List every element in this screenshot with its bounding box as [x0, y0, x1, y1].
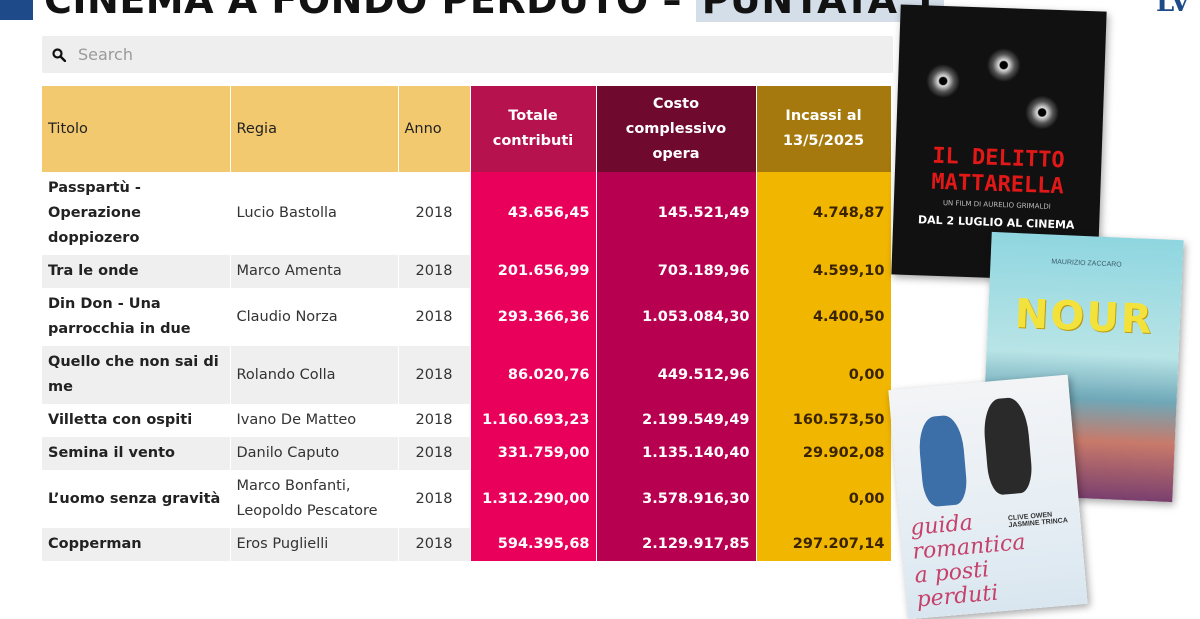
cell-costo: 1.135.140,40 [596, 437, 757, 470]
column-header-incassi[interactable]: Incassi al 13/5/2025 [756, 86, 892, 172]
cell-titolo: Villetta con ospiti [42, 404, 231, 437]
cell-totale: 1.160.693,23 [470, 404, 597, 437]
cell-costo: 1.053.084,30 [596, 288, 757, 346]
cell-titolo: Din Don - Una parrocchia in due [42, 288, 231, 346]
table-row: Quello che non sai di me Rolando Colla 2… [42, 346, 892, 404]
cell-costo: 2.129.917,85 [596, 528, 757, 561]
cell-totale: 594.395,68 [470, 528, 597, 561]
cell-incassi: 297.207,14 [756, 528, 892, 561]
column-header-totale[interactable]: Totale contributi [470, 86, 597, 172]
cell-titolo: Semina il vento [42, 437, 231, 470]
cell-totale: 201.656,99 [470, 255, 597, 288]
column-header-anno[interactable]: Anno [398, 86, 471, 172]
cell-regia: Marco Amenta [230, 255, 399, 288]
table-row: Copperman Eros Puglielli 2018 594.395,68… [42, 528, 892, 561]
bullet-hole-icon [925, 63, 961, 99]
table-row: Passpartù - Operazione doppiozero Lucio … [42, 172, 892, 255]
cell-titolo: L’uomo senza gravità [42, 470, 231, 528]
cell-costo: 2.199.549,49 [596, 404, 757, 437]
table-row: Din Don - Una parrocchia in due Claudio … [42, 288, 892, 346]
column-header-titolo[interactable]: Titolo [42, 86, 231, 172]
cell-incassi: 4.599,10 [756, 255, 892, 288]
table-row: Villetta con ospiti Ivano De Matteo 2018… [42, 404, 892, 437]
cell-anno: 2018 [398, 346, 471, 404]
cell-costo: 449.512,96 [596, 346, 757, 404]
table-row: L’uomo senza gravità Marco Bonfanti, Leo… [42, 470, 892, 528]
brand-logo: LV [1156, 0, 1190, 18]
table-row: Tra le onde Marco Amenta 2018 201.656,99… [42, 255, 892, 288]
table-header-row: Titolo Regia Anno Totale contributi Cost… [42, 86, 892, 172]
cell-regia: Claudio Norza [230, 288, 399, 346]
column-header-costo[interactable]: Costo complessivo opera [596, 86, 757, 172]
cell-costo: 703.189,96 [596, 255, 757, 288]
poster-director: MAURIZIO ZACCARO [1051, 258, 1122, 269]
cell-anno: 2018 [398, 528, 471, 561]
poster-guida-romantica: guida romantica a posti perduti CLIVE OW… [888, 374, 1088, 619]
cell-regia: Lucio Bastolla [230, 172, 399, 255]
page-title: CINEMA A FONDO PERDUTO – PUNTATA 1 [44, 0, 945, 22]
cell-costo: 3.578.916,30 [596, 470, 757, 528]
cell-incassi: 4.748,87 [756, 172, 892, 255]
figure-icon [916, 414, 969, 508]
cell-incassi: 29.902,08 [756, 437, 892, 470]
cell-totale: 43.656,45 [470, 172, 597, 255]
cell-incassi: 4.400,50 [756, 288, 892, 346]
poster-title: NOUR [1013, 291, 1155, 344]
cell-titolo: Passpartù - Operazione doppiozero [42, 172, 231, 255]
cell-regia: Danilo Caputo [230, 437, 399, 470]
column-header-regia[interactable]: Regia [230, 86, 399, 172]
cell-incassi: 160.573,50 [756, 404, 892, 437]
cell-titolo: Tra le onde [42, 255, 231, 288]
search-icon [42, 36, 76, 73]
title-highlight: PUNTATA 1 [695, 0, 945, 22]
cell-incassi: 0,00 [756, 346, 892, 404]
cell-anno: 2018 [398, 404, 471, 437]
cell-anno: 2018 [398, 288, 471, 346]
corner-mark [0, 0, 33, 20]
data-table: Titolo Regia Anno Totale contributi Cost… [42, 86, 892, 561]
cell-regia: Rolando Colla [230, 346, 399, 404]
cell-titolo: Copperman [42, 528, 231, 561]
cell-totale: 331.759,00 [470, 437, 597, 470]
cell-totale: 1.312.290,00 [470, 470, 597, 528]
cell-anno: 2018 [398, 255, 471, 288]
bullet-hole-icon [986, 47, 1022, 83]
cell-anno: 2018 [398, 437, 471, 470]
cell-totale: 293.366,36 [470, 288, 597, 346]
figure-icon [981, 396, 1034, 496]
cell-titolo: Quello che non sai di me [42, 346, 231, 404]
title-main: CINEMA A FONDO PERDUTO – [44, 0, 682, 22]
cell-regia: Ivano De Matteo [230, 404, 399, 437]
cell-costo: 145.521,49 [596, 172, 757, 255]
table-row: Semina il vento Danilo Caputo 2018 331.7… [42, 437, 892, 470]
bullet-hole-icon [1024, 94, 1060, 131]
cell-anno: 2018 [398, 470, 471, 528]
cell-regia: Eros Puglielli [230, 528, 399, 561]
poster-release-date: DAL 2 LUGLIO AL CINEMA [917, 213, 1075, 232]
cell-regia: Marco Bonfanti, Leopoldo Pescatore [230, 470, 399, 528]
search-input[interactable] [76, 38, 860, 71]
search-bar [42, 36, 893, 73]
cell-totale: 86.020,76 [470, 346, 597, 404]
poster-title: IL DELITTO MATTARELLA [930, 143, 1066, 200]
cell-incassi: 0,00 [756, 470, 892, 528]
cell-anno: 2018 [398, 172, 471, 255]
